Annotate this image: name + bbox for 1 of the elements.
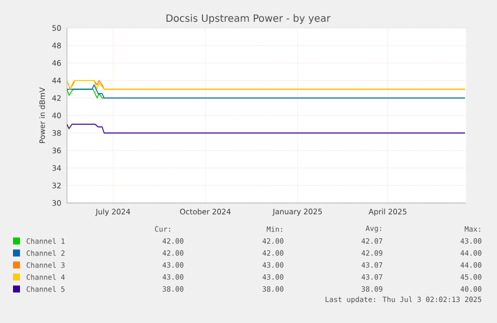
chart-title: Docsis Upstream Power - by year bbox=[166, 14, 330, 24]
